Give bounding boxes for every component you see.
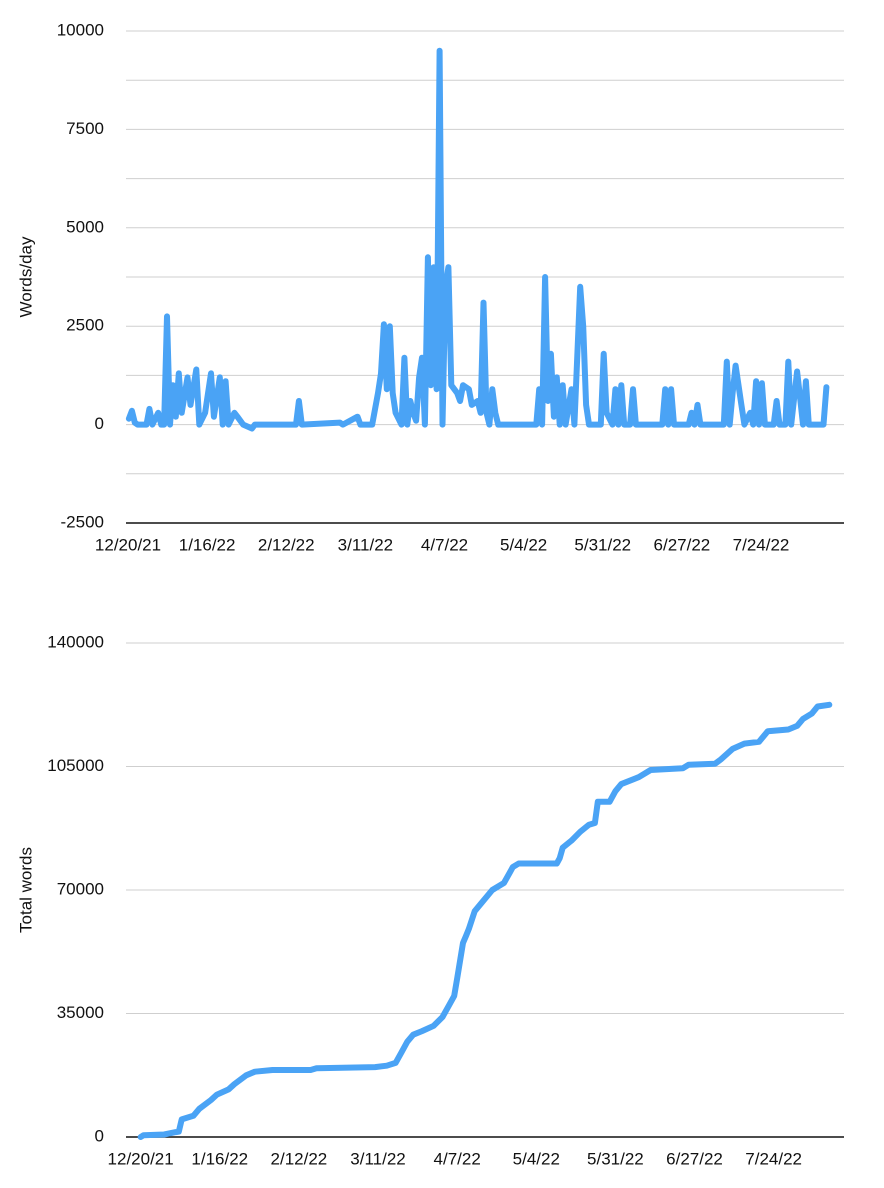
y-tick-label: 2500 [66, 316, 104, 335]
x-tick-label: 1/16/22 [179, 535, 236, 554]
y-tick-label: 7500 [66, 119, 104, 138]
y-tick-label: 35000 [57, 1003, 104, 1022]
x-tick-label: 4/7/22 [434, 1149, 481, 1168]
y-axis-title: Total words [16, 847, 35, 933]
x-tick-label: 12/20/21 [108, 1149, 174, 1168]
x-tick-label: 5/4/22 [500, 535, 547, 554]
y-axis-title: Words/day [16, 236, 35, 317]
x-tick-label: 4/7/22 [421, 535, 468, 554]
x-tick-label: 3/11/22 [350, 1149, 405, 1168]
x-tick-label: 7/24/22 [733, 535, 790, 554]
x-tick-label: 6/27/22 [654, 535, 711, 554]
x-tick-label: 2/12/22 [271, 1149, 328, 1168]
y-tick-label: -2500 [61, 512, 104, 531]
x-tick-label: 5/31/22 [574, 535, 631, 554]
y-tick-label: 0 [95, 1126, 104, 1145]
x-tick-label: 5/4/22 [513, 1149, 560, 1168]
y-tick-label: 140000 [47, 632, 104, 651]
x-tick-label: 2/12/22 [258, 535, 315, 554]
y-tick-label: 70000 [57, 879, 104, 898]
y-tick-label: 0 [95, 414, 104, 433]
data-line [125, 47, 830, 432]
x-tick-label: 12/20/21 [95, 535, 161, 554]
y-tick-label: 5000 [66, 217, 104, 236]
x-tick-label: 6/27/22 [666, 1149, 723, 1168]
data-line [137, 701, 833, 1140]
y-tick-label: 105000 [47, 756, 104, 775]
x-tick-label: 5/31/22 [587, 1149, 644, 1168]
x-tick-label: 7/24/22 [745, 1149, 802, 1168]
x-tick-label: 3/11/22 [338, 535, 393, 554]
x-tick-label: 1/16/22 [191, 1149, 248, 1168]
y-tick-label: 10000 [57, 20, 104, 39]
